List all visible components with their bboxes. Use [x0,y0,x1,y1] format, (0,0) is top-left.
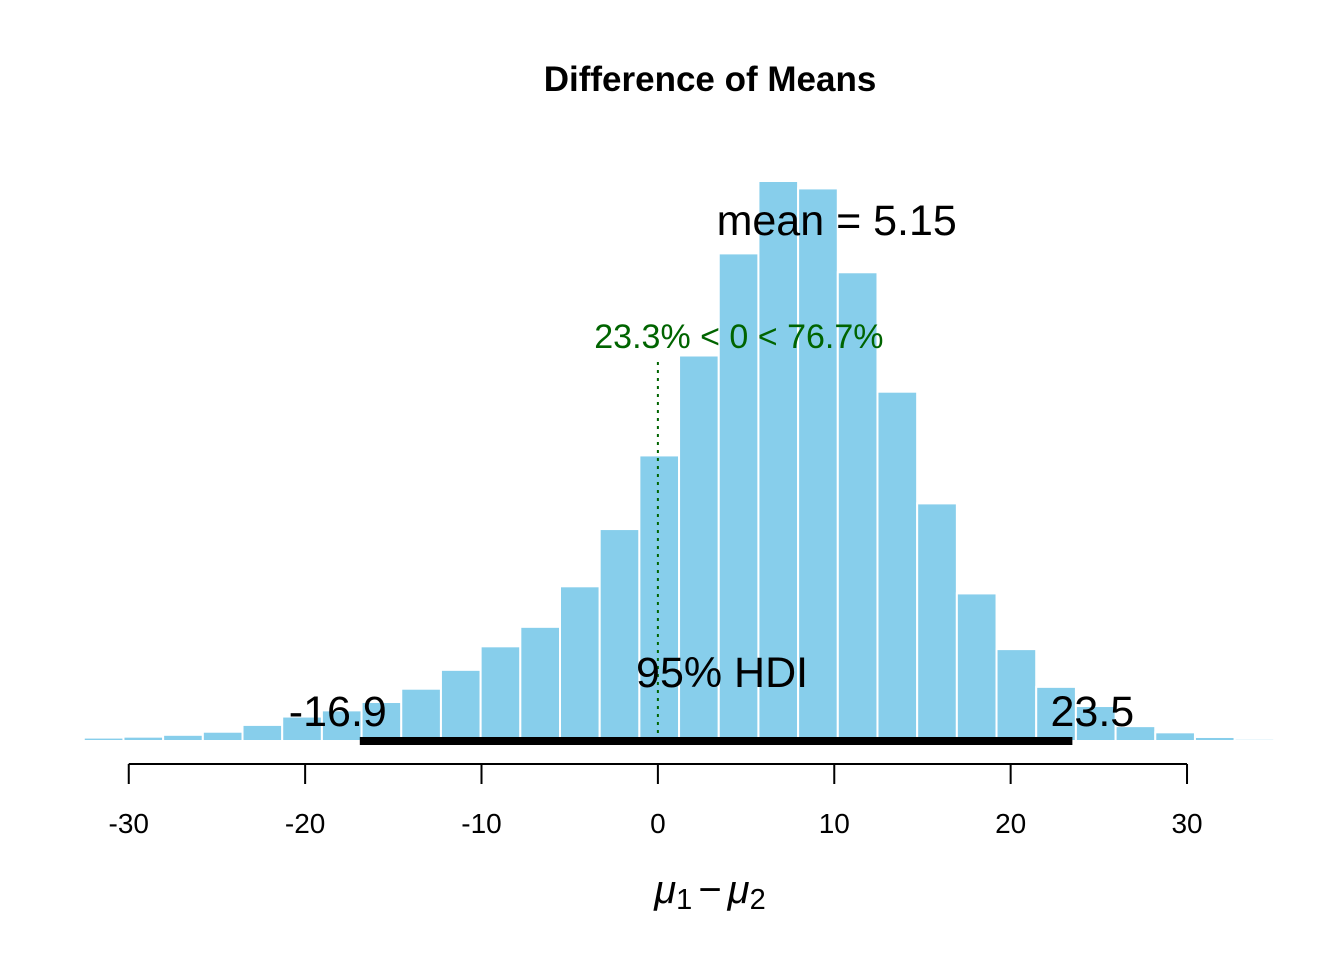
x-tick-label-3: 0 [650,808,666,839]
histogram-bar-14 [559,585,601,743]
histogram-bar-17 [678,354,720,742]
histogram-bar-5 [201,730,244,743]
histogram-bar-11 [439,668,482,742]
histogram-bar-20 [797,187,839,742]
x-tick-label-1: -20 [285,808,325,839]
histogram-bar-25 [995,648,1038,742]
x-tick-label-4: 10 [819,808,850,839]
histogram-bars [3,180,1344,743]
hdi-label: 95% HDI [636,649,808,697]
histogram-bar-30 [1193,735,1236,743]
histogram-bar-21 [836,271,879,742]
histogram-bar-3 [122,735,165,743]
x-tick-label-6: 30 [1171,808,1202,839]
histogram-bar-32 [1273,739,1316,743]
histogram-bar-16 [638,454,681,742]
histogram-bar-4 [162,733,204,742]
histogram-bar-0 [3,739,46,743]
hdi-high-label: 23.5 [1051,688,1135,736]
histogram-bar-12 [479,645,522,743]
hdi-low-label: -16.9 [289,688,387,736]
x-axis-label: μ1− μ2 [653,868,765,916]
histogram-bar-15 [598,528,641,742]
histogram-bar-13 [519,625,561,742]
chart-title: Difference of Means [544,60,877,99]
histogram-bar-8 [320,709,363,743]
histogram-bar-23 [916,502,958,743]
x-axis: -30 -20 -10 0 10 20 30 [109,763,1203,839]
histogram-bar-22 [876,390,919,742]
histogram-bar-33 [1313,739,1344,743]
comparison-percent-label: 23.3% < 0 < 76.7% [594,318,883,356]
histogram-bar-26 [1035,685,1077,742]
x-tick-label-5: 20 [995,808,1026,839]
histogram-bar-29 [1154,731,1196,743]
histogram-bar-2 [82,736,125,742]
x-label-sub-2: 2 [750,884,766,916]
histogram-bar-31 [1233,737,1276,742]
histogram-bar-1 [43,738,85,743]
x-tick-label-2: -10 [461,808,501,839]
x-tick-label-0: -30 [109,808,149,839]
histogram-bar-10 [400,687,442,742]
x-label-minus: − [698,868,721,912]
histogram-bar-27 [1074,705,1117,743]
mean-label: mean = 5.15 [717,197,957,245]
histogram-bar-19 [757,180,800,742]
histogram-bar-6 [241,723,284,743]
x-label-sub-1: 1 [676,884,692,916]
x-label-mu-2: μ [727,868,750,912]
x-label-mu-1: μ [653,868,676,912]
histogram-bar-24 [955,592,998,742]
